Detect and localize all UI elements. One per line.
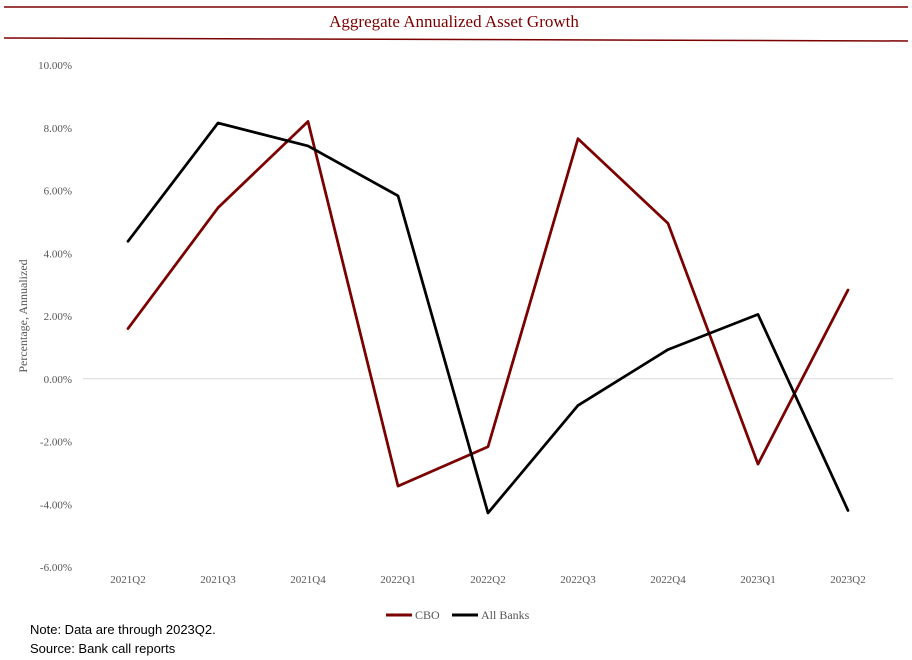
chart-title: Aggregate Annualized Asset Growth [329, 12, 579, 31]
x-tick-label: 2023Q2 [830, 574, 865, 586]
y-axis-label: Percentage, Annualized [16, 259, 30, 372]
legend: CBO All Banks [386, 608, 530, 622]
x-tick-label: 2023Q1 [740, 574, 775, 586]
y-tick-label: 4.00% [44, 248, 72, 260]
y-tick-label: 10.00% [38, 60, 72, 72]
x-tick-label: 2022Q4 [650, 574, 686, 586]
x-tick-labels: 2021Q2 2021Q3 2021Q4 2022Q1 2022Q2 2022Q3 2022… [110, 574, 865, 586]
series-lines [126, 120, 850, 515]
y-tick-label: 6.00% [44, 186, 72, 198]
y-tick-label: 0.00% [44, 374, 72, 386]
series-line-all-banks [126, 121, 850, 515]
legend-label-cbo: CBO [415, 608, 440, 622]
x-tick-label: 2022Q1 [380, 574, 415, 586]
y-tick-label: 8.00% [44, 123, 72, 135]
x-tick-label: 2021Q4 [290, 574, 326, 586]
y-tick-label: -6.00% [40, 562, 72, 574]
x-tick-label: 2022Q3 [560, 574, 596, 586]
y-tick-labels: -6.00% -4.00% -2.00% 0.00% 2.00% 4.00% 6.00% 8.… [38, 60, 72, 574]
x-tick-label: 2021Q3 [200, 574, 236, 586]
y-tick-label: 2.00% [44, 311, 72, 323]
legend-label-all-banks: All Banks [481, 608, 530, 622]
title-rule-bottom [3, 37, 909, 42]
y-tick-label: -2.00% [40, 437, 72, 449]
note-text: Note: Data are through 2023Q2. [30, 622, 216, 637]
x-tick-label: 2021Q2 [110, 574, 145, 586]
y-tick-label: -4.00% [40, 499, 72, 511]
x-tick-label: 2022Q2 [470, 574, 505, 586]
source-text: Source: Bank call reports [30, 641, 176, 656]
series-line-cbo [126, 120, 850, 488]
notes: Note: Data are through 2023Q2. Source: B… [30, 620, 216, 658]
